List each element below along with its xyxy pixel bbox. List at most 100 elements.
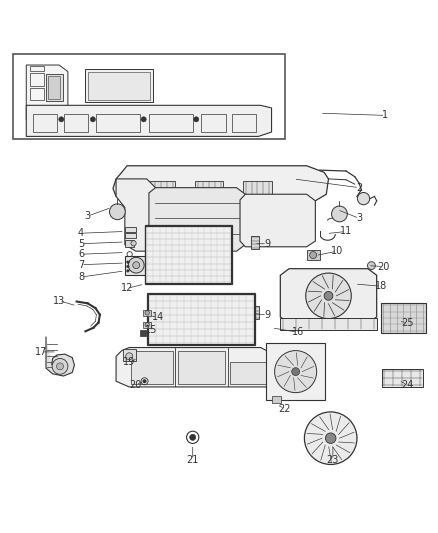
Polygon shape — [26, 106, 272, 136]
Bar — [149, 114, 193, 132]
Circle shape — [131, 241, 136, 246]
Circle shape — [325, 433, 336, 443]
Circle shape — [110, 204, 125, 220]
Bar — [381, 303, 426, 333]
Text: 20: 20 — [377, 262, 389, 271]
Polygon shape — [116, 179, 155, 251]
Text: 25: 25 — [401, 318, 413, 328]
Text: 6: 6 — [78, 249, 84, 259]
Text: 8: 8 — [78, 272, 84, 282]
Text: 3: 3 — [356, 213, 362, 223]
Text: 21: 21 — [187, 455, 199, 465]
Bar — [140, 329, 146, 336]
Bar — [230, 362, 268, 384]
Circle shape — [59, 117, 64, 122]
Bar — [125, 240, 134, 247]
Bar — [123, 349, 136, 361]
Polygon shape — [240, 194, 315, 247]
Polygon shape — [149, 188, 245, 251]
Circle shape — [143, 379, 146, 383]
Bar — [232, 114, 256, 132]
Bar — [201, 114, 226, 132]
Bar — [48, 76, 60, 99]
Bar — [46, 74, 63, 101]
Text: 10: 10 — [331, 246, 343, 256]
Circle shape — [190, 434, 196, 440]
Bar — [382, 369, 423, 387]
Circle shape — [292, 368, 300, 376]
Bar — [251, 306, 259, 319]
Text: 12: 12 — [121, 284, 133, 293]
Polygon shape — [116, 348, 320, 387]
Bar — [96, 114, 140, 132]
Bar — [131, 351, 173, 384]
Circle shape — [127, 270, 129, 272]
Bar — [178, 351, 225, 384]
Bar — [145, 225, 232, 284]
Circle shape — [145, 322, 149, 327]
Circle shape — [275, 351, 317, 393]
Circle shape — [310, 252, 317, 259]
Bar — [33, 114, 57, 132]
Bar — [13, 54, 285, 140]
Polygon shape — [113, 166, 328, 203]
Circle shape — [367, 262, 375, 270]
Bar — [243, 181, 272, 197]
Bar — [85, 69, 153, 102]
Text: 11: 11 — [340, 227, 352, 237]
Bar — [30, 66, 44, 71]
Text: 19: 19 — [123, 357, 135, 367]
Bar — [148, 294, 254, 344]
Circle shape — [145, 311, 149, 315]
Circle shape — [357, 192, 370, 205]
Circle shape — [90, 117, 95, 122]
Bar — [30, 74, 44, 86]
Circle shape — [126, 353, 133, 360]
Bar — [147, 181, 175, 197]
Bar — [266, 343, 325, 400]
Text: 9: 9 — [264, 310, 270, 320]
Circle shape — [304, 412, 357, 464]
Text: 16: 16 — [292, 327, 304, 337]
Circle shape — [141, 117, 146, 122]
Text: 3: 3 — [85, 211, 91, 221]
Bar — [125, 233, 136, 238]
Text: 7: 7 — [78, 260, 84, 270]
Text: 17: 17 — [35, 347, 48, 357]
Circle shape — [127, 261, 129, 263]
Text: 18: 18 — [375, 281, 387, 291]
Text: 2: 2 — [356, 183, 362, 192]
Text: 4: 4 — [78, 228, 84, 238]
Circle shape — [133, 262, 140, 269]
Circle shape — [128, 257, 144, 273]
Circle shape — [324, 292, 333, 300]
Circle shape — [57, 363, 64, 370]
Bar — [88, 71, 150, 100]
Bar — [307, 251, 320, 260]
Bar — [280, 318, 377, 330]
Bar — [30, 88, 44, 100]
Bar — [64, 114, 88, 132]
Bar — [143, 310, 151, 316]
Text: 22: 22 — [279, 404, 291, 414]
Text: 15: 15 — [145, 325, 157, 335]
Bar — [125, 227, 136, 232]
Circle shape — [52, 359, 68, 374]
Text: 23: 23 — [327, 455, 339, 465]
Bar — [251, 236, 259, 249]
Text: 5: 5 — [78, 239, 84, 249]
Bar — [147, 293, 255, 345]
Bar — [145, 226, 231, 283]
Text: 9: 9 — [264, 239, 270, 249]
Circle shape — [306, 273, 351, 319]
Circle shape — [194, 117, 199, 122]
Text: 13: 13 — [53, 296, 65, 305]
Text: 20: 20 — [130, 379, 142, 390]
Circle shape — [332, 206, 347, 222]
Text: 1: 1 — [382, 110, 389, 120]
Circle shape — [127, 265, 129, 268]
Bar — [143, 322, 151, 328]
Bar — [195, 181, 223, 197]
Text: 14: 14 — [152, 312, 164, 322]
Polygon shape — [46, 336, 74, 376]
